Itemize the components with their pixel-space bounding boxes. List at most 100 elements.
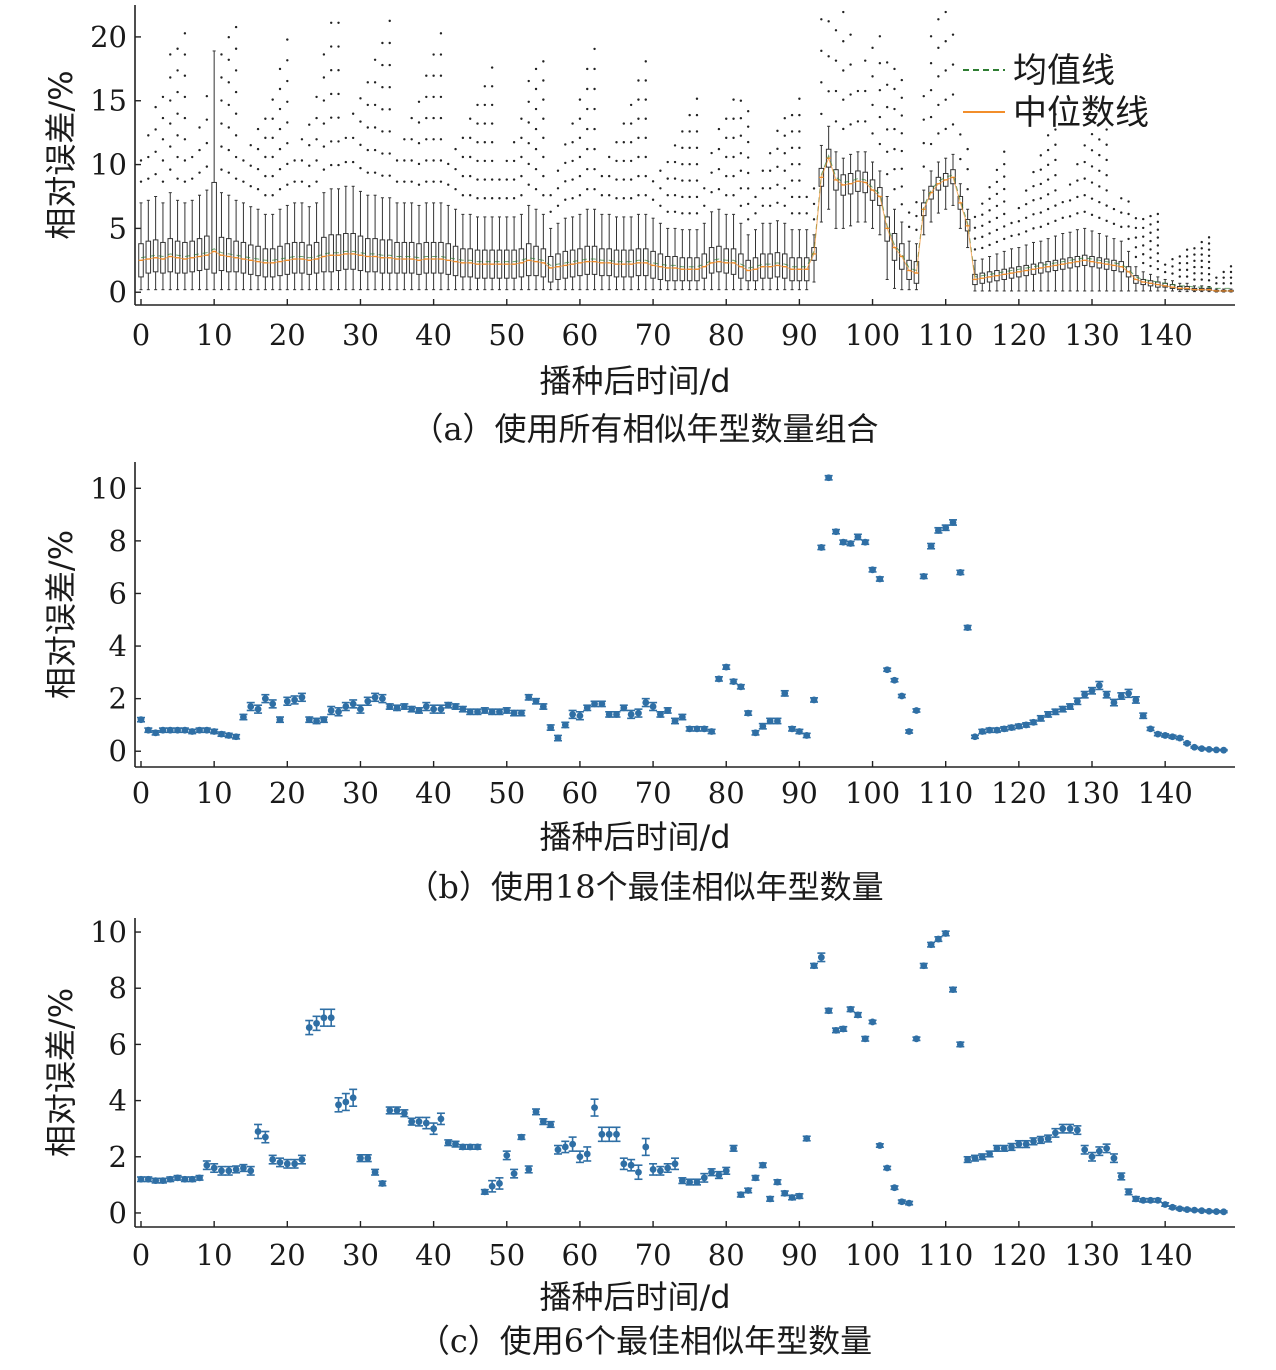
- outlier-point: [439, 180, 443, 183]
- outlier-point: [1142, 217, 1145, 221]
- outlier-point: [1112, 207, 1116, 211]
- panel-a-boxplot: 0 10 20 30 40 50 60 70 80 90 100 110 120 130 140 0 5 10 15…: [42, 5, 1235, 448]
- outlier-point: [586, 188, 589, 191]
- outlier-point: [981, 235, 984, 239]
- outlier-point: [951, 63, 955, 66]
- outlier-point: [205, 165, 209, 168]
- x-axis-title: 播种后时间/d: [539, 1278, 730, 1316]
- outlier-point: [154, 105, 157, 109]
- data-point: [927, 941, 935, 949]
- x-tick-label: 60: [561, 776, 598, 810]
- box: [591, 245, 598, 275]
- outlier-point: [1046, 207, 1050, 211]
- data-point: [254, 705, 262, 713]
- data-point: [400, 703, 408, 710]
- x-tick-label: 10: [196, 1238, 233, 1272]
- data-point: [320, 716, 328, 724]
- outlier-point: [169, 99, 172, 102]
- outlier-point: [520, 117, 523, 120]
- x-tick-label: 40: [415, 1238, 452, 1272]
- outlier-point: [988, 220, 991, 224]
- outlier-point: [615, 178, 618, 181]
- box: [445, 243, 452, 275]
- outlier-point: [1156, 220, 1160, 224]
- outlier-point: [564, 143, 567, 146]
- data-point: [320, 1014, 328, 1022]
- y-tick-label: 0: [109, 734, 127, 768]
- outlier-point: [717, 127, 721, 131]
- outlier-point: [607, 194, 611, 197]
- outlier-point: [966, 167, 969, 171]
- outlier-point: [1142, 226, 1145, 230]
- outlier-point: [1156, 244, 1160, 247]
- outlier-point: [403, 138, 406, 141]
- outlier-point: [483, 197, 487, 200]
- outlier-point: [176, 134, 179, 137]
- outlier-point: [790, 212, 794, 215]
- outlier-point: [761, 169, 765, 172]
- outlier-point: [842, 40, 845, 43]
- data-point: [920, 962, 928, 970]
- outlier-point: [271, 155, 274, 159]
- y-tick-label: 2: [109, 682, 127, 716]
- outlier-point: [1076, 179, 1079, 182]
- outlier-point: [1120, 211, 1123, 214]
- outlier-point: [1222, 276, 1225, 279]
- data-point: [964, 1156, 972, 1163]
- x-tick-label: 10: [196, 318, 233, 352]
- outlier-point: [1098, 122, 1101, 125]
- outlier-point: [695, 113, 699, 117]
- data-point: [1066, 1125, 1074, 1133]
- data-point: [1132, 696, 1140, 704]
- x-tick-label: 130: [1064, 318, 1119, 352]
- data-point: [956, 1041, 964, 1048]
- outlier-point: [308, 164, 311, 167]
- x-tick-label: 60: [561, 318, 598, 352]
- outlier-point: [1207, 242, 1211, 245]
- outlier-point: [1193, 247, 1196, 250]
- data-point: [832, 528, 840, 536]
- outlier-point: [1178, 268, 1181, 272]
- data-point: [986, 726, 993, 734]
- outlier-point: [754, 195, 757, 199]
- outlier-point: [1003, 175, 1006, 178]
- outlier-point: [183, 138, 187, 141]
- outlier-point: [717, 167, 721, 171]
- outlier-point: [1046, 222, 1050, 226]
- data-point: [1117, 692, 1125, 700]
- data-point: [722, 663, 730, 671]
- outlier-point: [447, 183, 450, 186]
- outlier-point: [929, 142, 933, 146]
- data-point: [700, 1174, 708, 1182]
- outlier-point: [776, 129, 779, 133]
- outlier-point: [1046, 134, 1050, 137]
- outlier-point: [995, 204, 999, 208]
- outlier-point: [264, 136, 267, 140]
- outlier-point: [286, 38, 289, 41]
- data-point: [591, 700, 598, 708]
- data-point: [744, 1187, 752, 1194]
- x-tick-label: 80: [708, 318, 745, 352]
- outlier-point: [937, 46, 940, 50]
- outlier-point: [1010, 221, 1013, 225]
- x-tick-label: 100: [845, 1238, 900, 1272]
- outlier-point: [1215, 282, 1218, 285]
- data-point: [774, 1178, 781, 1186]
- outlier-point: [1193, 265, 1196, 269]
- data-point: [905, 728, 913, 735]
- outlier-point: [593, 188, 596, 191]
- outlier-point: [586, 147, 589, 151]
- data-point: [166, 726, 174, 734]
- x-tick-label: 0: [132, 1238, 150, 1272]
- outlier-point: [637, 174, 640, 178]
- outlier-point: [278, 107, 282, 111]
- x-tick-label: 40: [415, 776, 452, 810]
- data-point: [466, 708, 474, 716]
- outlier-point: [644, 98, 647, 101]
- outlier-point: [812, 202, 816, 206]
- outlier-point: [842, 69, 845, 72]
- outlier-point: [359, 97, 362, 100]
- data-point: [649, 1166, 657, 1173]
- x-tick-label: 60: [561, 1238, 598, 1272]
